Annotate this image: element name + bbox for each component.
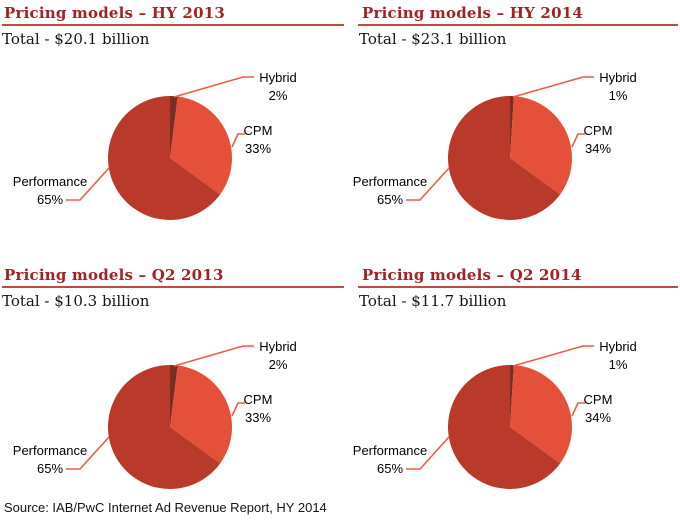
chart-title: Pricing models – Q2 2014 [362,266,582,284]
slice-label-pct: 2% [268,357,288,372]
slice-label-pct: 2% [268,88,288,103]
leader-line-hybrid [512,76,594,98]
pie-slice-hybrid [510,95,514,158]
panel-pricing-hy-2014: Pricing models – HY 2014 Total - $23.1 b… [340,0,680,262]
slice-label-cpm: CPM 34% [567,122,629,158]
title-underline [358,286,678,288]
leader-line-hybrid [173,76,254,98]
slice-label-hybrid: Hybrid 2% [247,69,309,105]
pie-slice-cpm [510,365,573,464]
slice-label-pct: 1% [608,88,628,103]
slice-label-text: CPM [583,123,613,138]
leader-line-performance [406,167,450,201]
pie-svg [406,345,594,489]
pie-chart-hy-2013: Hybrid 2% CPM 33% Performance 65% [0,57,340,229]
slice-label-pct: 1% [608,357,628,372]
slice-label-text: Performance [12,443,88,458]
pie-svg [66,76,254,220]
pie-chart-hy-2014: Hybrid 1% CPM 34% Performance 65% [340,57,680,229]
pie-chart-q2-2014: Hybrid 1% CPM 34% Performance 65% [340,326,680,498]
slice-label-text: CPM [243,123,273,138]
chart-total-label: Total - $10.3 billion [2,292,150,310]
slice-label-cpm: CPM 33% [227,122,289,158]
slice-label-text: Hybrid [259,70,297,85]
chart-title: Pricing models – HY 2013 [4,4,225,22]
panel-pricing-hy-2013: Pricing models – HY 2013 Total - $20.1 b… [0,0,344,262]
leader-line-performance [66,167,110,201]
slice-label-hybrid: Hybrid 2% [247,338,309,374]
slice-label-text: Performance [352,174,428,189]
pie-slice-hybrid [170,96,178,158]
slice-label-pct: 34% [584,141,612,156]
leader-line-hybrid [512,345,594,367]
slice-label-pct: 33% [244,141,272,156]
slice-label-pct: 34% [584,410,612,425]
leader-line-cpm [231,402,245,417]
leader-line-cpm [571,133,585,148]
pie-slice-cpm [510,96,573,195]
chart-total-label: Total - $11.7 billion [359,292,507,310]
pie-slices [107,96,232,220]
slice-label-cpm: CPM 33% [227,391,289,427]
slice-label-text: Hybrid [599,339,637,354]
panel-pricing-q2-2013: Pricing models – Q2 2013 Total - $10.3 b… [0,262,344,524]
pie-slices [447,95,573,220]
pie-slice-performance [107,365,221,489]
chart-title: Pricing models – HY 2014 [362,4,583,22]
leader-line-performance [66,436,110,470]
slice-label-performance: Performance 65% [4,442,96,478]
leader-line-cpm [571,402,585,417]
panel-pricing-q2-2014: Pricing models – Q2 2014 Total - $11.7 b… [340,262,680,524]
pie-slice-cpm [170,365,232,464]
chart-total-label: Total - $20.1 billion [2,30,150,48]
chart-title: Pricing models – Q2 2013 [4,266,224,284]
title-underline [2,24,344,26]
slice-label-pct: 65% [36,192,64,207]
slice-label-text: Performance [352,443,428,458]
pie-slice-hybrid [510,365,514,427]
title-underline [358,24,678,26]
chart-total-label: Total - $23.1 billion [359,30,507,48]
slice-label-text: CPM [243,392,273,407]
pie-slice-performance [107,96,221,220]
slice-label-pct: 33% [244,410,272,425]
slice-label-pct: 65% [36,461,64,476]
slice-label-performance: Performance 65% [344,173,436,209]
leader-line-performance [406,436,450,470]
leader-line-hybrid [173,345,254,367]
slice-label-hybrid: Hybrid 1% [587,69,649,105]
pie-slices [107,365,232,489]
slice-label-hybrid: Hybrid 1% [587,338,649,374]
slice-label-text: Hybrid [259,339,297,354]
pie-chart-q2-2013: Hybrid 2% CPM 33% Performance 65% [0,326,340,498]
slice-label-text: Performance [12,174,88,189]
slice-label-text: Hybrid [599,70,637,85]
pie-slice-hybrid [170,365,178,427]
slice-label-pct: 65% [376,192,404,207]
pie-svg [406,76,594,220]
source-note: Source: IAB/PwC Internet Ad Revenue Repo… [4,500,327,515]
slice-label-text: CPM [583,392,613,407]
pie-slice-cpm [170,96,232,195]
slice-label-performance: Performance 65% [4,173,96,209]
slice-label-cpm: CPM 34% [567,391,629,427]
leader-line-cpm [231,133,245,148]
pie-slices [447,365,573,489]
title-underline [2,286,344,288]
slice-label-performance: Performance 65% [344,442,436,478]
slice-label-pct: 65% [376,461,404,476]
pie-slice-performance [447,365,561,489]
pie-slice-performance [447,96,561,220]
pie-svg [66,345,254,489]
